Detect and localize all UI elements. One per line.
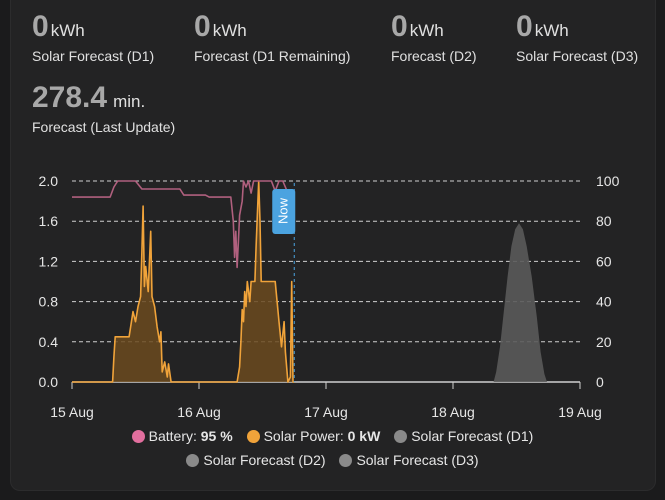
solar-power-chart[interactable]: 2.0 1.6 1.2 0.8 0.4 0.0 100 80 60 40 20 0 15 Aug 16 A… <box>0 0 665 430</box>
stat-label: Forecast (D1 Remaining) <box>194 48 351 64</box>
y-right-tick-label: 100 <box>596 173 620 189</box>
stat-forecast-last-update[interactable]: 278.4 min. Forecast (Last Update) <box>32 81 176 136</box>
stat-value: 0 <box>391 10 408 43</box>
y-right-tick-label: 80 <box>596 213 612 229</box>
stat-value: 0 <box>516 10 533 43</box>
stat-label: Forecast (D2) <box>391 48 477 64</box>
y-left-tick-label: 0.4 <box>39 334 59 350</box>
y-right-tick-label: 20 <box>596 334 612 350</box>
stat-unit: kWh <box>409 21 444 40</box>
series-battery-line <box>72 180 295 269</box>
legend-label: Solar Forecast (D3) <box>356 452 479 468</box>
x-tick-label: 15 Aug <box>50 404 94 420</box>
legend-dot <box>339 454 353 467</box>
stat-solar-forecast-d3[interactable]: 0 kWh Solar Forecast (D3) <box>516 10 639 65</box>
x-tick-label: 18 Aug <box>431 404 475 420</box>
y-right-tick-label: 60 <box>596 253 612 269</box>
x-tick-label: 16 Aug <box>177 404 221 420</box>
legend-value: 95 % <box>200 428 233 444</box>
stat-label: Solar Forecast (D3) <box>516 48 639 64</box>
legend-item-solar-forecast-d1[interactable]: Solar Forecast (D1) <box>394 428 533 444</box>
chart-legend-row-2: Solar Forecast (D2) Solar Forecast (D3) <box>0 452 665 468</box>
legend-item-solar-forecast-d2[interactable]: Solar Forecast (D2) <box>186 452 326 468</box>
stat-unit: min. <box>113 92 146 111</box>
legend-label: Battery: <box>148 428 197 444</box>
stat-label: Solar Forecast (D1) <box>32 48 155 64</box>
stat-solar-forecast-d1[interactable]: 0 kWh Solar Forecast (D1) <box>32 10 155 65</box>
stat-forecast-d2[interactable]: 0 kWh Forecast (D2) <box>391 10 477 65</box>
series-solar-forecast-d2-area <box>493 223 547 382</box>
stat-label: Forecast (Last Update) <box>32 119 176 135</box>
y-left-tick-label: 1.6 <box>39 213 59 229</box>
stat-unit: kWh <box>534 21 569 40</box>
now-badge <box>272 189 296 234</box>
x-tick-label: 19 Aug <box>558 404 602 420</box>
legend-label: Solar Power: <box>263 428 344 444</box>
solar-forecast-card <box>10 0 656 491</box>
legend-dot <box>394 430 408 443</box>
stat-forecast-d1-remaining[interactable]: 0 kWh Forecast (D1 Remaining) <box>194 10 351 65</box>
y-left-tick-label: 0.0 <box>39 374 59 390</box>
stat-value: 0 <box>32 10 49 43</box>
stat-unit: kWh <box>50 21 85 40</box>
legend-label: Solar Forecast (D1) <box>411 428 534 444</box>
y-right-tick-label: 40 <box>596 294 612 310</box>
series-solar-power-area <box>72 181 295 382</box>
y-left-tick-label: 2.0 <box>39 173 59 189</box>
legend-item-solar-forecast-d3[interactable]: Solar Forecast (D3) <box>339 452 479 468</box>
legend-dot <box>131 430 145 443</box>
stat-value: 0 <box>194 10 211 43</box>
legend-label: Solar Forecast (D2) <box>203 452 326 468</box>
legend-dot <box>246 430 260 443</box>
x-tick-label: 17 Aug <box>304 404 348 420</box>
stat-unit: kWh <box>212 21 247 40</box>
legend-item-solar-power[interactable]: Solar Power: 0 kW <box>246 428 381 444</box>
chart-legend-row-1: Battery: 95 % Solar Power: 0 kW Solar Fo… <box>0 428 665 444</box>
legend-dot <box>186 454 200 467</box>
y-left-tick-label: 1.2 <box>39 253 59 269</box>
legend-item-battery[interactable]: Battery: 95 % <box>131 428 233 444</box>
now-label: Now <box>276 197 291 224</box>
stat-value: 278.4 <box>32 81 108 114</box>
legend-value: 0 kW <box>347 428 381 444</box>
y-right-tick-label: 0 <box>596 374 604 390</box>
y-left-tick-label: 0.8 <box>39 294 59 310</box>
series-solar-power-line <box>72 180 295 383</box>
